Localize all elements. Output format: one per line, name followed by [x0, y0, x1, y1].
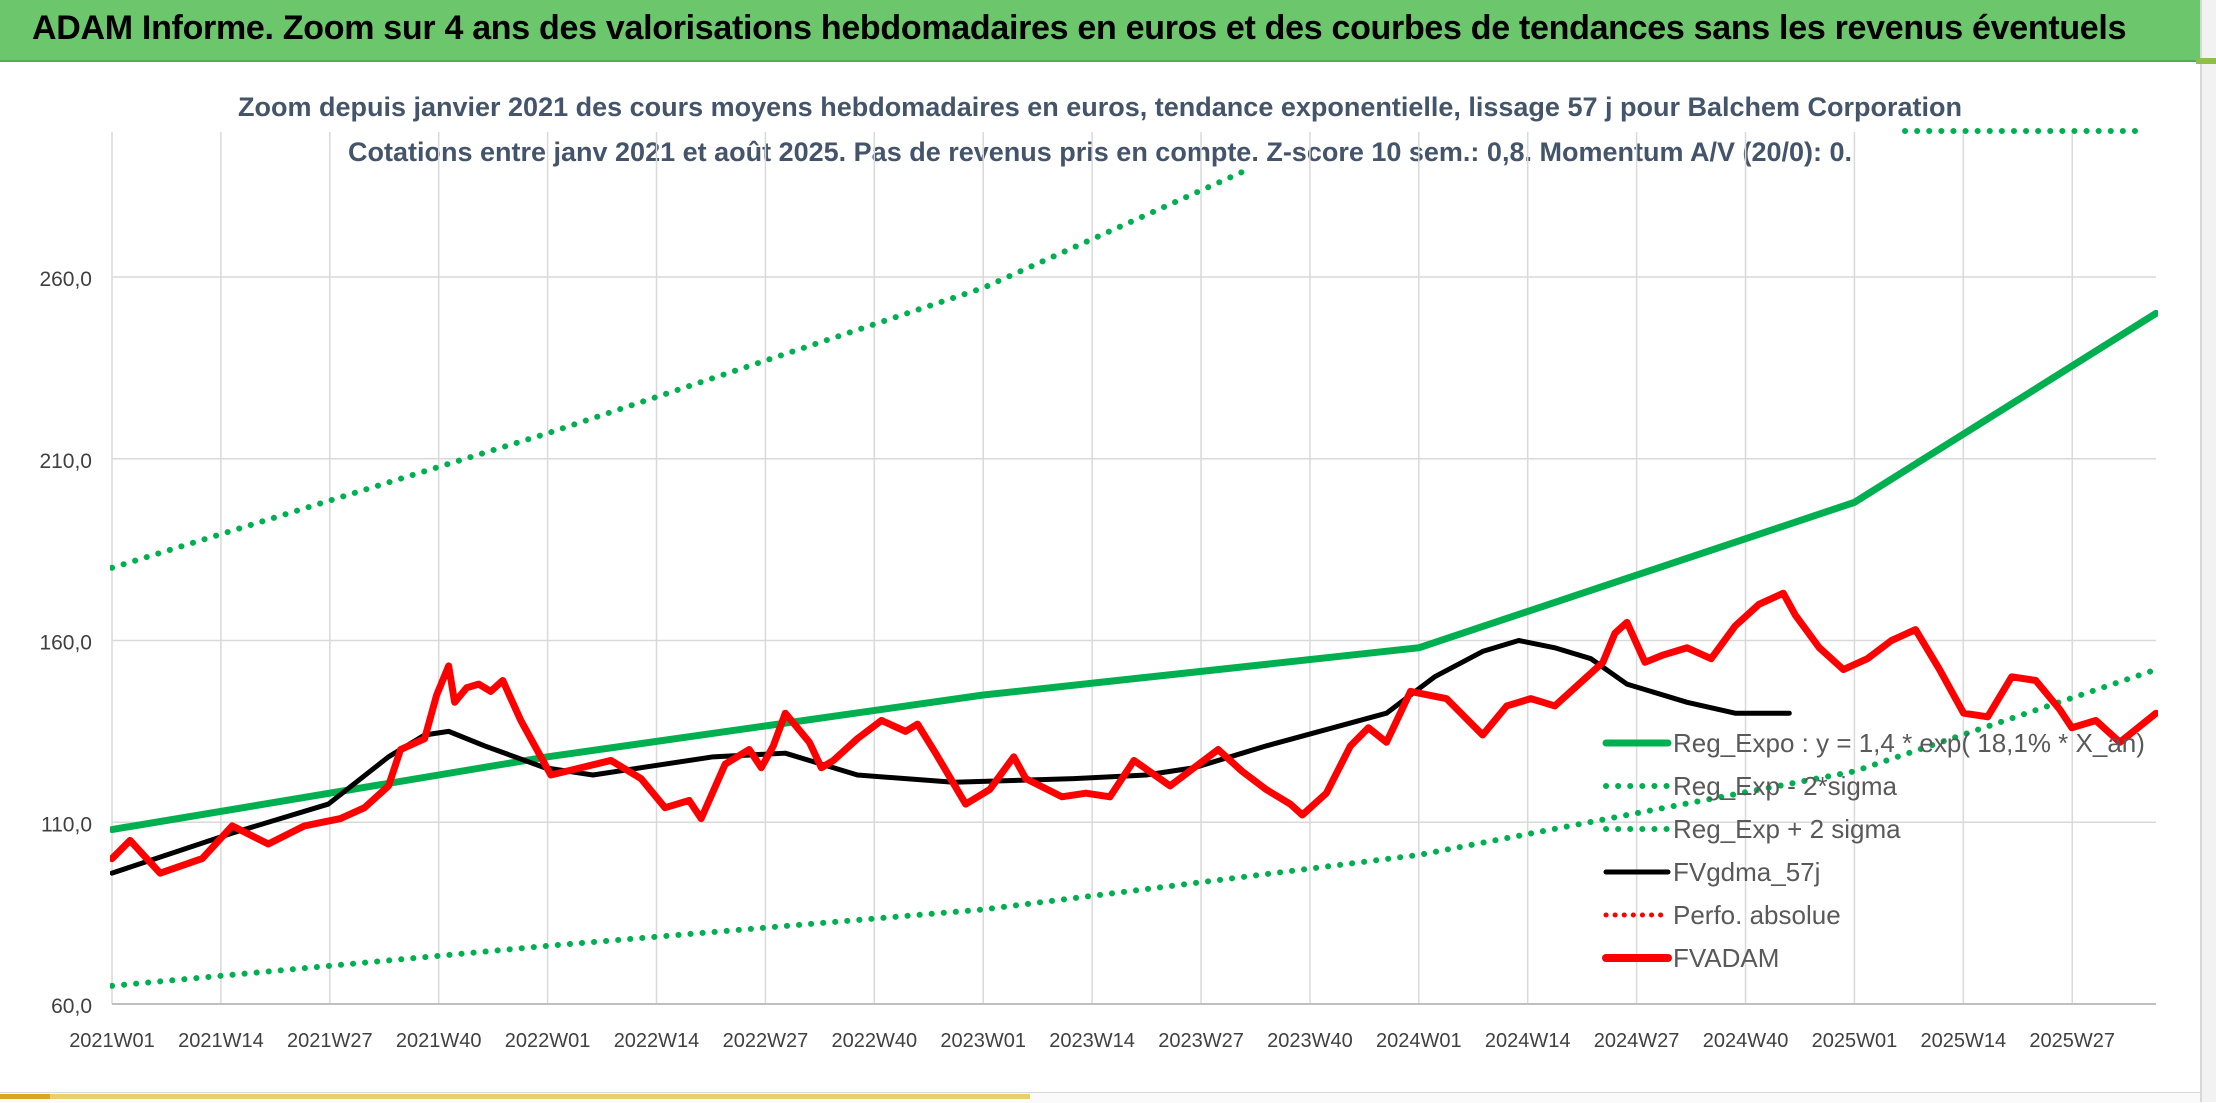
y-tick-label: 160,0 [39, 632, 92, 655]
series-line-dotted-green [110, 164, 1255, 571]
chart-title: Zoom depuis janvier 2021 des cours moyen… [238, 92, 1962, 122]
report-title: ADAM Informe. Zoom sur 4 ans des valoris… [32, 9, 2127, 47]
series-line-dotted-green [110, 666, 2158, 989]
x-tick-label: 2022W01 [505, 1030, 591, 1052]
legend: Reg_Expo : y = 1,4 * exp( 18,1% * X_an) R… [1602, 728, 2145, 973]
x-tick-label: 2024W40 [1703, 1030, 1789, 1052]
grid-lines [111, 132, 2156, 1005]
x-tick-label: 2023W40 [1267, 1030, 1353, 1052]
x-tick-label: 2022W40 [831, 1030, 917, 1052]
bottom-strip [0, 1092, 2200, 1103]
series-line-solid-green [110, 309, 2158, 834]
x-tick-label: 2025W14 [1921, 1030, 2007, 1052]
report-banner: ADAM Informe. Zoom sur 4 ans des valoris… [0, 0, 2200, 62]
y-tick-label: 110,0 [41, 813, 92, 836]
x-tick-label: 2021W01 [69, 1030, 155, 1052]
x-tick-label: 2023W27 [1158, 1030, 1244, 1052]
x-tick-label: 2025W27 [2029, 1030, 2115, 1052]
x-tick-label: 2021W40 [396, 1030, 482, 1052]
y-axis: 60,0 110,0 160,0 210,0 260,0 [39, 268, 92, 1018]
x-tick-label: 2025W01 [1812, 1030, 1898, 1052]
x-tick-label: 2023W01 [940, 1030, 1026, 1052]
legend-label: Perfo. absolue [1673, 900, 1841, 930]
corner-accent [2196, 58, 2216, 64]
chart-subtitle: Cotations entre janv 2021 et août 2025. … [348, 137, 1852, 167]
bottom-accent [0, 1094, 1030, 1099]
legend-label: FVgdma_57j [1673, 857, 1820, 887]
y-tick-label: 260,0 [39, 268, 92, 291]
y-tick-label: 60,0 [51, 995, 92, 1018]
legend-label: Reg_Exp - 2*sigma [1673, 771, 1898, 801]
legend-label: Reg_Expo : y = 1,4 * exp( 18,1% * X_an) [1673, 728, 2145, 758]
plot-area [110, 128, 2158, 989]
left-accent [0, 1094, 50, 1099]
x-tick-label: 2021W14 [178, 1030, 264, 1052]
legend-label: Reg_Exp + 2 sigma [1673, 814, 1901, 844]
x-tick-label: 2022W27 [723, 1030, 809, 1052]
window-edge [2200, 0, 2216, 1102]
x-tick-label: 2023W14 [1049, 1030, 1135, 1052]
x-tick-label: 2024W01 [1376, 1030, 1462, 1052]
x-tick-label: 2024W27 [1594, 1030, 1680, 1052]
x-tick-label: 2024W14 [1485, 1030, 1571, 1052]
series-line-solid-red [110, 589, 2158, 877]
y-tick-label: 210,0 [39, 450, 92, 473]
legend-label: FVADAM [1673, 943, 1779, 973]
x-tick-label: 2021W27 [287, 1030, 373, 1052]
x-axis: 2021W01 2021W14 2021W27 2021W40 2022W01 2022W… [69, 1030, 2115, 1052]
x-tick-label: 2022W14 [614, 1030, 700, 1052]
series-line-solid-black [110, 638, 1792, 876]
